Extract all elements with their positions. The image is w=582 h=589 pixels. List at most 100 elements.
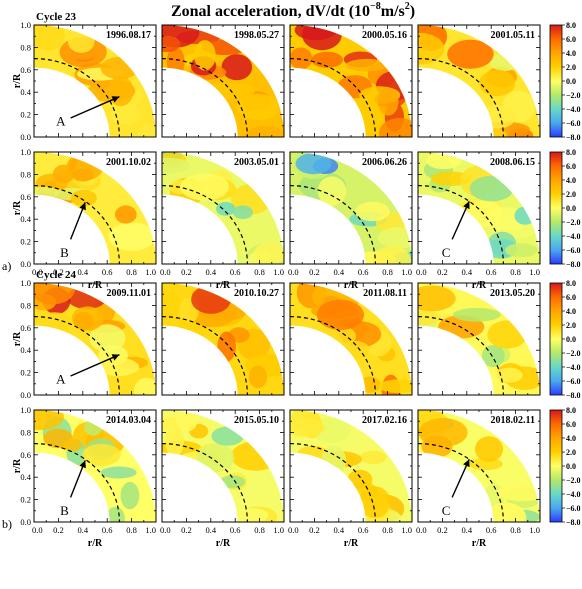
- field-blob: [346, 482, 379, 502]
- tachocline-line: [161, 316, 248, 396]
- x-tick-label: 0.0: [416, 525, 427, 535]
- y-tick-label: 0.4: [20, 214, 31, 224]
- field-blob: [379, 118, 412, 137]
- field-blob: [452, 307, 501, 322]
- colorbar: 8.0 6.0 4.0 2.0 0.0 −2.0 −4.0 −6.0 −8.0: [549, 279, 581, 400]
- panel: 2011.08.11: [289, 282, 413, 396]
- panel-date: 2017.02.16: [362, 415, 407, 426]
- field-blob: [316, 299, 364, 330]
- y-axis-label: r/R: [12, 458, 23, 473]
- field-blob: [248, 365, 268, 389]
- field-blob: [63, 438, 82, 452]
- panel: 1998.05.27: [161, 24, 285, 138]
- annotation-arrow: [70, 96, 120, 119]
- field-blob: [233, 508, 269, 522]
- panel: 0.0 0.2 0.4 0.6 0.8 1.0 1996.08.17 A: [20, 20, 157, 142]
- x-tick-label: 0.4: [77, 525, 88, 535]
- x-tick-label: 0.8: [126, 525, 137, 535]
- annotation-arrowhead: [463, 459, 470, 468]
- field-blob: [217, 331, 236, 362]
- field-blob: [110, 104, 141, 125]
- x-tick-label: 0.0: [160, 525, 171, 535]
- field-blob: [378, 88, 399, 116]
- acceleration-field: [162, 410, 284, 522]
- tachocline-line: [33, 443, 120, 523]
- annotation-arrow: [70, 354, 120, 377]
- field-blob: [108, 76, 134, 107]
- colorbar-tick-label: −6.0: [566, 246, 581, 255]
- panel-date: 2003.05.01: [234, 157, 279, 168]
- x-tick-label: 0.2: [437, 267, 448, 277]
- annotation-label: B: [60, 245, 69, 260]
- panel-date: 2015.05.10: [234, 415, 279, 426]
- cycle-group: Cycle 24 r/R 0.0 0.2 0.4 0.6 0.8 1.0 2009.11.01 A…: [2, 269, 581, 549]
- x-tick-label: 0.8: [126, 267, 137, 277]
- tachocline-line: [289, 316, 376, 396]
- x-tick-label: 1.0: [273, 267, 284, 277]
- colorbar-tick-label: 0.0: [566, 462, 576, 471]
- colorbar-tick-label: −4.0: [566, 490, 581, 499]
- field-blob: [34, 25, 65, 51]
- colorbar-tick-label: 2.0: [566, 448, 576, 457]
- field-blob: [105, 506, 125, 522]
- x-tick-label: 0.6: [230, 267, 241, 277]
- x-tick-label: 1.0: [145, 525, 156, 535]
- panel: 0.0 0.2 0.4 0.6 0.8 1.0 r/R 2008.06.15 C: [416, 151, 541, 291]
- field-blob: [73, 312, 94, 330]
- x-tick-label: 0.0: [416, 267, 427, 277]
- colorbar-tick-label: 0.0: [566, 204, 576, 213]
- x-axis-label: r/R: [216, 538, 231, 549]
- x-tick-label: 0.4: [461, 267, 472, 277]
- tachocline-line: [417, 185, 504, 265]
- x-tick-label: 0.0: [160, 267, 171, 277]
- y-tick-label: 0.0: [20, 517, 31, 527]
- field-blob: [84, 419, 103, 436]
- field-blob: [196, 443, 235, 473]
- y-tick-label: 0.2: [20, 237, 31, 247]
- panel-date: 1996.08.17: [106, 30, 151, 41]
- colorbar-tick-label: 0.0: [566, 335, 576, 344]
- colorbar-tick-label: 4.0: [566, 307, 576, 316]
- x-tick-label: 0.2: [181, 267, 192, 277]
- field-blob: [82, 443, 121, 466]
- field-blob: [162, 35, 181, 53]
- x-tick-label: 0.6: [102, 267, 113, 277]
- x-axis-label: r/R: [88, 538, 103, 549]
- field-blob: [34, 283, 75, 305]
- colorbar-gradient: [549, 282, 563, 396]
- field-blob: [211, 426, 244, 446]
- field-blob: [489, 52, 521, 71]
- colorbar-tick-label: 4.0: [566, 49, 576, 58]
- y-tick-label: 0.4: [20, 345, 31, 355]
- x-tick-label: 0.0: [32, 525, 43, 535]
- panel: 0.0 0.2 0.4 0.6 0.8 1.0 r/R 2018.02.11 C: [416, 409, 541, 549]
- colorbar-tick-label: 8.0: [566, 148, 576, 157]
- tachocline-line: [161, 58, 248, 138]
- colorbar-tick-label: 6.0: [566, 162, 576, 171]
- y-tick-label: 0.8: [20, 300, 31, 310]
- colorbar-tick-label: 6.0: [566, 420, 576, 429]
- annotation-arrowhead: [79, 460, 86, 469]
- x-tick-label: 0.4: [333, 525, 344, 535]
- x-tick-label: 0.6: [358, 267, 369, 277]
- panel: 0.0 0.2 0.4 0.6 0.8 1.0 r/R 2006.06.26: [288, 151, 413, 291]
- x-tick-label: 0.8: [510, 525, 521, 535]
- field-blob: [253, 242, 284, 264]
- figure-title: Zonal acceleration, dV/dt (10−8m/s2): [171, 1, 415, 20]
- field-blob: [484, 502, 527, 522]
- colorbar-tick-label: 8.0: [566, 406, 576, 415]
- x-tick-label: 0.2: [181, 525, 192, 535]
- field-blob: [487, 320, 528, 349]
- panel-tag: b): [2, 517, 12, 531]
- annotation-arrowhead: [79, 202, 86, 211]
- x-tick-label: 0.4: [77, 267, 88, 277]
- x-tick-label: 0.4: [205, 525, 216, 535]
- field-blob: [474, 436, 504, 462]
- field-blob: [165, 426, 185, 457]
- colorbar-tick-label: −4.0: [566, 105, 581, 114]
- field-blob: [311, 51, 344, 68]
- field-blob: [290, 418, 326, 437]
- field-blob: [35, 312, 73, 333]
- colorbar-tick-label: −4.0: [566, 232, 581, 241]
